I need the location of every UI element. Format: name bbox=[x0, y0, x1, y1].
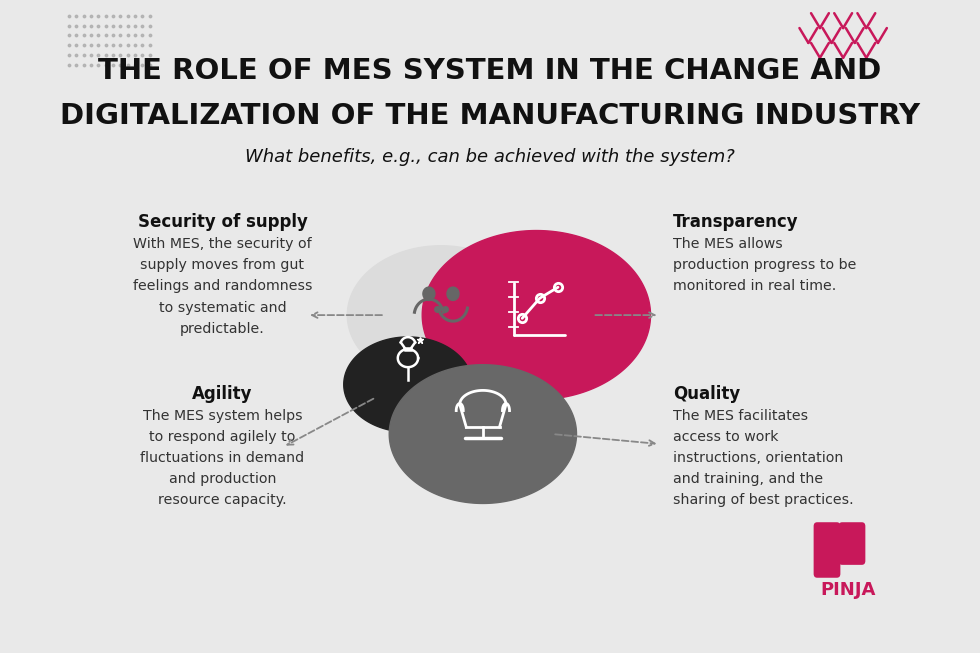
Text: Agility: Agility bbox=[192, 385, 253, 403]
Polygon shape bbox=[344, 337, 472, 432]
Polygon shape bbox=[423, 287, 435, 300]
Text: The MES facilitates
access to work
instructions, orientation
and training, and t: The MES facilitates access to work instr… bbox=[673, 409, 854, 507]
Polygon shape bbox=[347, 246, 534, 385]
Text: Transparency: Transparency bbox=[673, 213, 799, 231]
Polygon shape bbox=[389, 365, 576, 503]
Polygon shape bbox=[447, 287, 459, 300]
Text: Security of supply: Security of supply bbox=[137, 213, 308, 231]
Text: The MES allows
production progress to be
monitored in real time.: The MES allows production progress to be… bbox=[673, 237, 857, 293]
Polygon shape bbox=[422, 231, 651, 400]
Text: DIGITALIZATION OF THE MANUFACTURING INDUSTRY: DIGITALIZATION OF THE MANUFACTURING INDU… bbox=[60, 102, 920, 130]
FancyBboxPatch shape bbox=[813, 522, 841, 578]
Text: The MES system helps
to respond agilely to
fluctuations in demand
and production: The MES system helps to respond agilely … bbox=[140, 409, 305, 507]
Text: What benefits, e.g., can be achieved with the system?: What benefits, e.g., can be achieved wit… bbox=[245, 148, 735, 166]
FancyBboxPatch shape bbox=[839, 522, 865, 565]
Text: PINJA: PINJA bbox=[820, 581, 876, 599]
Text: THE ROLE OF MES SYSTEM IN THE CHANGE AND: THE ROLE OF MES SYSTEM IN THE CHANGE AND bbox=[98, 57, 882, 85]
Text: Quality: Quality bbox=[673, 385, 740, 403]
Text: With MES, the security of
supply moves from gut
feelings and randomness
to syste: With MES, the security of supply moves f… bbox=[132, 237, 313, 336]
